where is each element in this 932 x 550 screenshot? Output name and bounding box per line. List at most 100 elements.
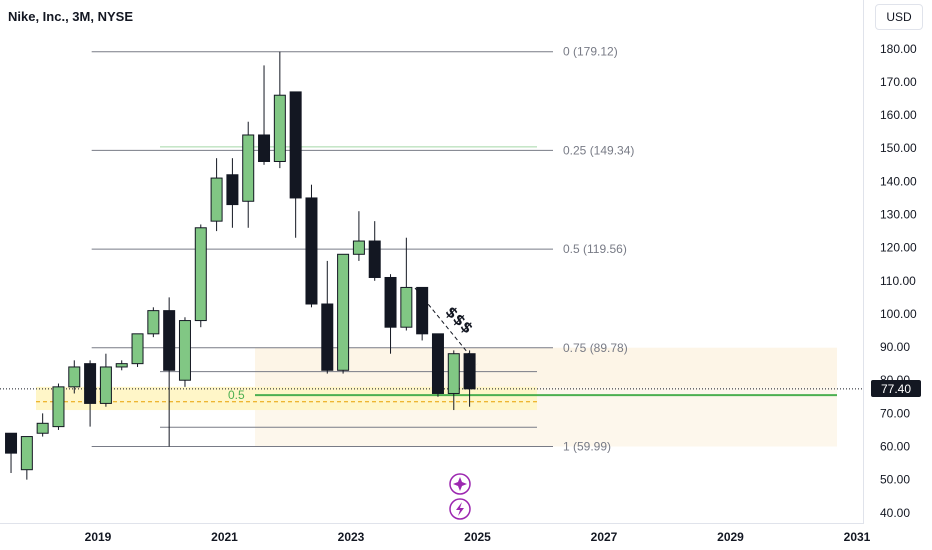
lightning-icon[interactable] [449,498,471,520]
candle[interactable] [194,224,207,328]
candle[interactable] [321,260,334,374]
candle-body [84,363,97,404]
candles-layer [5,51,476,480]
candle-body [416,286,429,335]
candle[interactable] [20,436,33,480]
price-tick-label: 90.00 [880,340,910,354]
candle[interactable] [463,350,476,407]
candle[interactable] [84,360,97,427]
candle[interactable] [242,121,255,228]
candle-body [131,333,144,365]
price-tick-label: 110.00 [880,274,916,288]
price-tick-label: 60.00 [880,440,910,454]
candle[interactable] [115,360,128,371]
candle-body [210,177,223,222]
fib-level-label: 0.75 (89.78) [563,341,628,355]
time-tick-label: 2021 [211,530,238,544]
candle[interactable] [36,413,49,437]
fib-level-label: 0.25 (149.34) [563,143,634,157]
candle-body [273,94,286,162]
sparkle-icon[interactable] [449,473,471,495]
candle[interactable] [384,274,397,354]
fib-level-label: 0.5 (119.56) [563,242,627,256]
candle-body [242,134,255,202]
candle[interactable] [337,253,350,374]
price-tick-label: 40.00 [880,506,910,520]
candle[interactable] [52,383,65,430]
price-axis[interactable]: 40.0050.0060.0070.0080.0090.00100.00110.… [880,42,917,520]
time-axis[interactable]: 2019 2021 2023 2025 2027 2029 2031 [85,530,871,544]
candle-body [226,174,239,206]
candle-body [368,240,381,278]
candle-body [463,353,476,390]
price-tick-label: 180.00 [880,42,917,56]
candle-body [52,386,65,428]
candle-body [258,134,271,162]
candle-body [99,366,112,404]
candle-body [147,310,160,335]
candle[interactable] [305,184,318,308]
candle-body [163,310,176,371]
price-tick-label: 50.00 [880,473,910,487]
fib-level-label: 0 (179.12) [563,45,618,59]
candle-body [305,197,318,305]
price-tick-label: 170.00 [880,75,917,89]
price-tick-label: 70.00 [880,406,910,420]
currency-selector-button[interactable]: USD [875,4,923,30]
candle-body [400,286,413,328]
candle-body [194,227,207,322]
candle[interactable] [289,91,302,238]
candle-body [68,366,81,388]
candle[interactable] [258,65,271,165]
candle[interactable] [131,333,144,367]
candle-body [431,333,444,394]
candle-body [178,320,191,381]
price-tick-label: 150.00 [880,141,917,155]
price-tick-label: 160.00 [880,108,917,122]
candle[interactable] [99,353,112,407]
candle-body [384,276,397,328]
candle[interactable] [210,158,223,232]
time-tick-label: 2023 [338,530,365,544]
candle[interactable] [400,237,413,331]
zone-layer [36,347,837,447]
candle-body [352,240,365,255]
dollar-signs-icon: $$$ [442,302,477,337]
candle[interactable] [178,317,191,387]
fib-zone-upper-shade [255,347,837,387]
time-tick-label: 2027 [591,530,618,544]
candle-body [5,432,18,454]
candle[interactable] [447,350,460,411]
support-zone-yellow [36,386,537,411]
price-tick-label: 130.00 [880,208,917,222]
candle-body [289,91,302,199]
candle-body [321,303,334,371]
candle-body [447,353,460,394]
last-price-badge: 77.40 [871,380,921,397]
time-tick-label: 2025 [464,530,491,544]
candle-body [20,436,33,471]
candle[interactable] [368,221,381,281]
candle[interactable] [147,307,160,338]
fib-layer: 0 (179.12) 0.25 (149.34) 0.5 (119.56) 0.75 … [0,45,863,454]
price-tick-label: 100.00 [880,307,917,321]
candle[interactable] [163,297,176,447]
price-tick-label: 120.00 [880,241,917,255]
candle[interactable] [273,51,286,169]
support-line-label: 0.5 [228,388,245,402]
chart-title: Nike, Inc., 3M, NYSE [8,9,133,24]
time-tick-label: 2031 [844,530,871,544]
candle-body [337,253,350,371]
candle-body [115,363,128,368]
candle[interactable] [416,286,429,341]
candle[interactable] [352,211,365,261]
candle[interactable] [68,360,81,394]
candle[interactable] [5,432,18,474]
candle-body [36,422,49,434]
fib-level-label: 1 (59.99) [563,440,611,454]
candle[interactable] [431,333,444,397]
dashed-trendline[interactable] [414,287,478,365]
candle[interactable] [226,158,239,228]
time-tick-label: 2019 [85,530,112,544]
